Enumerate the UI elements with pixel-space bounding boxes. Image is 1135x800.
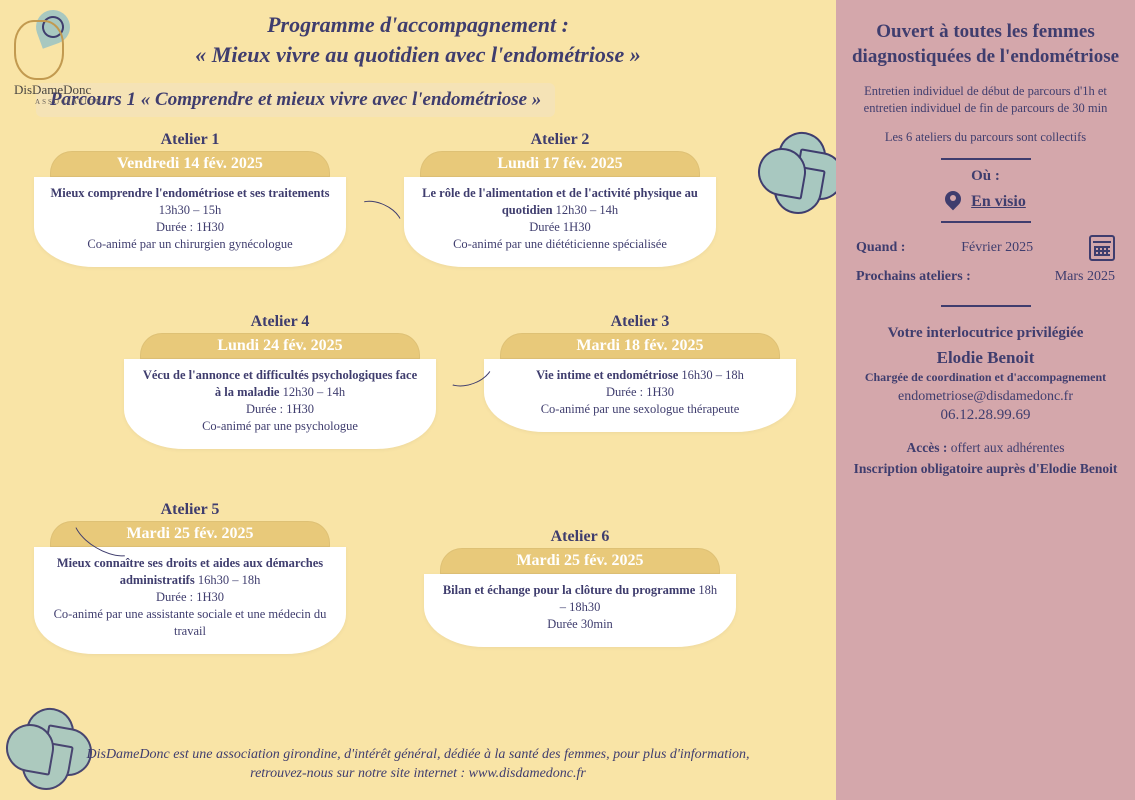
atelier-anim: Co-animé par une psychologue [202, 419, 358, 433]
title-line1: Programme d'accompagnement : [267, 12, 569, 37]
calendar-icon [1089, 235, 1115, 261]
when-value: Février 2025 [961, 240, 1033, 256]
atelier-date: Vendredi 14 fév. 2025 [50, 151, 330, 177]
where-value: En visio [971, 193, 1026, 211]
atelier-date: Lundi 24 fév. 2025 [140, 333, 420, 359]
atelier-anim: Co-animé par un chirurgien gynécologue [87, 237, 292, 251]
contact-name: Elodie Benoit [848, 348, 1123, 368]
logo-subtext: ASSOCIATION [14, 98, 124, 106]
atelier-date: Lundi 17 fév. 2025 [420, 151, 700, 177]
atelier-time: 16h30 – 18h [198, 573, 261, 587]
atelier-number: Atelier 4 [120, 313, 440, 331]
atelier-number: Atelier 1 [30, 131, 350, 149]
atelier-body: Le rôle de l'alimentation et de l'activi… [404, 177, 716, 267]
atelier-topic: Vie intime et endométriose [536, 368, 678, 382]
atelier-body: Mieux connaître ses droits et aides aux … [34, 547, 346, 653]
atelier-duration: Durée 1H30 [529, 220, 590, 234]
ateliers-grid: Atelier 1 Vendredi 14 fév. 2025 Mieux co… [0, 123, 836, 723]
footer-text: DisDameDonc est une association girondin… [0, 746, 836, 784]
atelier-body: Vie intime et endométriose 16h30 – 18h D… [484, 359, 796, 432]
left-panel: DisDameDonc ASSOCIATION Programme d'acco… [0, 0, 836, 800]
atelier-time: 12h30 – 14h [556, 203, 619, 217]
atelier-body: Vécu de l'annonce et difficultés psychol… [124, 359, 436, 449]
divider [941, 158, 1031, 160]
right-note1: Entretien individuel de début de parcour… [852, 83, 1119, 117]
access-label: Accès : [907, 440, 948, 455]
atelier-duration: Durée : 1H30 [156, 590, 224, 604]
atelier-time: 13h30 – 15h [159, 203, 222, 217]
atelier-topic: Mieux connaître ses droits et aides aux … [57, 556, 323, 587]
logo: DisDameDonc ASSOCIATION [14, 14, 124, 106]
contact-phone: 06.12.28.99.69 [848, 407, 1123, 424]
atelier-number: Atelier 2 [400, 131, 720, 149]
right-headline: Ouvert à toutes les femmes diagnostiquée… [848, 20, 1123, 69]
where-row: En visio [848, 191, 1123, 213]
atelier-topic: Vécu de l'annonce et difficultés psychol… [143, 368, 417, 399]
contact-role: Chargée de coordination et d'accompagnem… [848, 370, 1123, 385]
next-value: Mars 2025 [1055, 269, 1115, 285]
contact-email: endometriose@disdamedonc.fr [848, 389, 1123, 405]
right-note2: Les 6 ateliers du parcours sont collecti… [852, 129, 1119, 146]
when-label: Quand : [856, 240, 905, 256]
location-pin-icon [945, 191, 961, 213]
face-icon [14, 20, 64, 80]
atelier-topic: Bilan et échange pour la clôture du prog… [443, 583, 695, 597]
title-line2: « Mieux vivre au quotidien avec l'endomé… [195, 42, 640, 67]
atelier-card: Atelier 4 Lundi 24 fév. 2025 Vécu de l'a… [120, 313, 440, 449]
atelier-number: Atelier 6 [420, 528, 740, 546]
inscription-line: Inscription obligatoire auprès d'Elodie … [848, 460, 1123, 478]
atelier-duration: Durée 30min [547, 617, 613, 631]
divider [941, 305, 1031, 307]
atelier-card: Atelier 6 Mardi 25 fév. 2025 Bilan et éc… [420, 528, 740, 647]
atelier-duration: Durée : 1H30 [606, 385, 674, 399]
atelier-anim: Co-animé par une assistante sociale et u… [54, 607, 327, 638]
contact-heading: Votre interlocutrice privilégiée [848, 325, 1123, 342]
access-value: offert aux adhérentes [951, 440, 1065, 455]
divider [941, 221, 1031, 223]
when-row: Quand : Février 2025 [848, 231, 1123, 265]
atelier-number: Atelier 3 [480, 313, 800, 331]
atelier-anim: Co-animé par une sexologue thérapeute [541, 402, 740, 416]
atelier-duration: Durée : 1H30 [156, 220, 224, 234]
next-label: Prochains ateliers : [856, 269, 971, 285]
atelier-date: Mardi 25 fév. 2025 [440, 548, 720, 574]
next-row: Prochains ateliers : Mars 2025 [848, 265, 1123, 289]
atelier-card: Atelier 2 Lundi 17 fév. 2025 Le rôle de … [400, 131, 720, 267]
atelier-date: Mardi 18 fév. 2025 [500, 333, 780, 359]
where-label: Où : [848, 168, 1123, 185]
main-title: Programme d'accompagnement : « Mieux viv… [0, 0, 836, 69]
atelier-body: Mieux comprendre l'endométriose et ses t… [34, 177, 346, 267]
atelier-anim: Co-animé par une diététicienne spécialis… [453, 237, 667, 251]
logo-text: DisDameDonc [14, 82, 124, 98]
atelier-time: 12h30 – 14h [283, 385, 346, 399]
atelier-duration: Durée : 1H30 [246, 402, 314, 416]
atelier-card: Atelier 3 Mardi 18 fév. 2025 Vie intime … [480, 313, 800, 432]
atelier-topic: Mieux comprendre l'endométriose et ses t… [51, 186, 330, 200]
atelier-card: Atelier 1 Vendredi 14 fév. 2025 Mieux co… [30, 131, 350, 267]
right-panel: Ouvert à toutes les femmes diagnostiquée… [836, 0, 1135, 800]
access-line: Accès : offert aux adhérentes [848, 440, 1123, 456]
atelier-time: 16h30 – 18h [681, 368, 744, 382]
atelier-body: Bilan et échange pour la clôture du prog… [424, 574, 736, 647]
